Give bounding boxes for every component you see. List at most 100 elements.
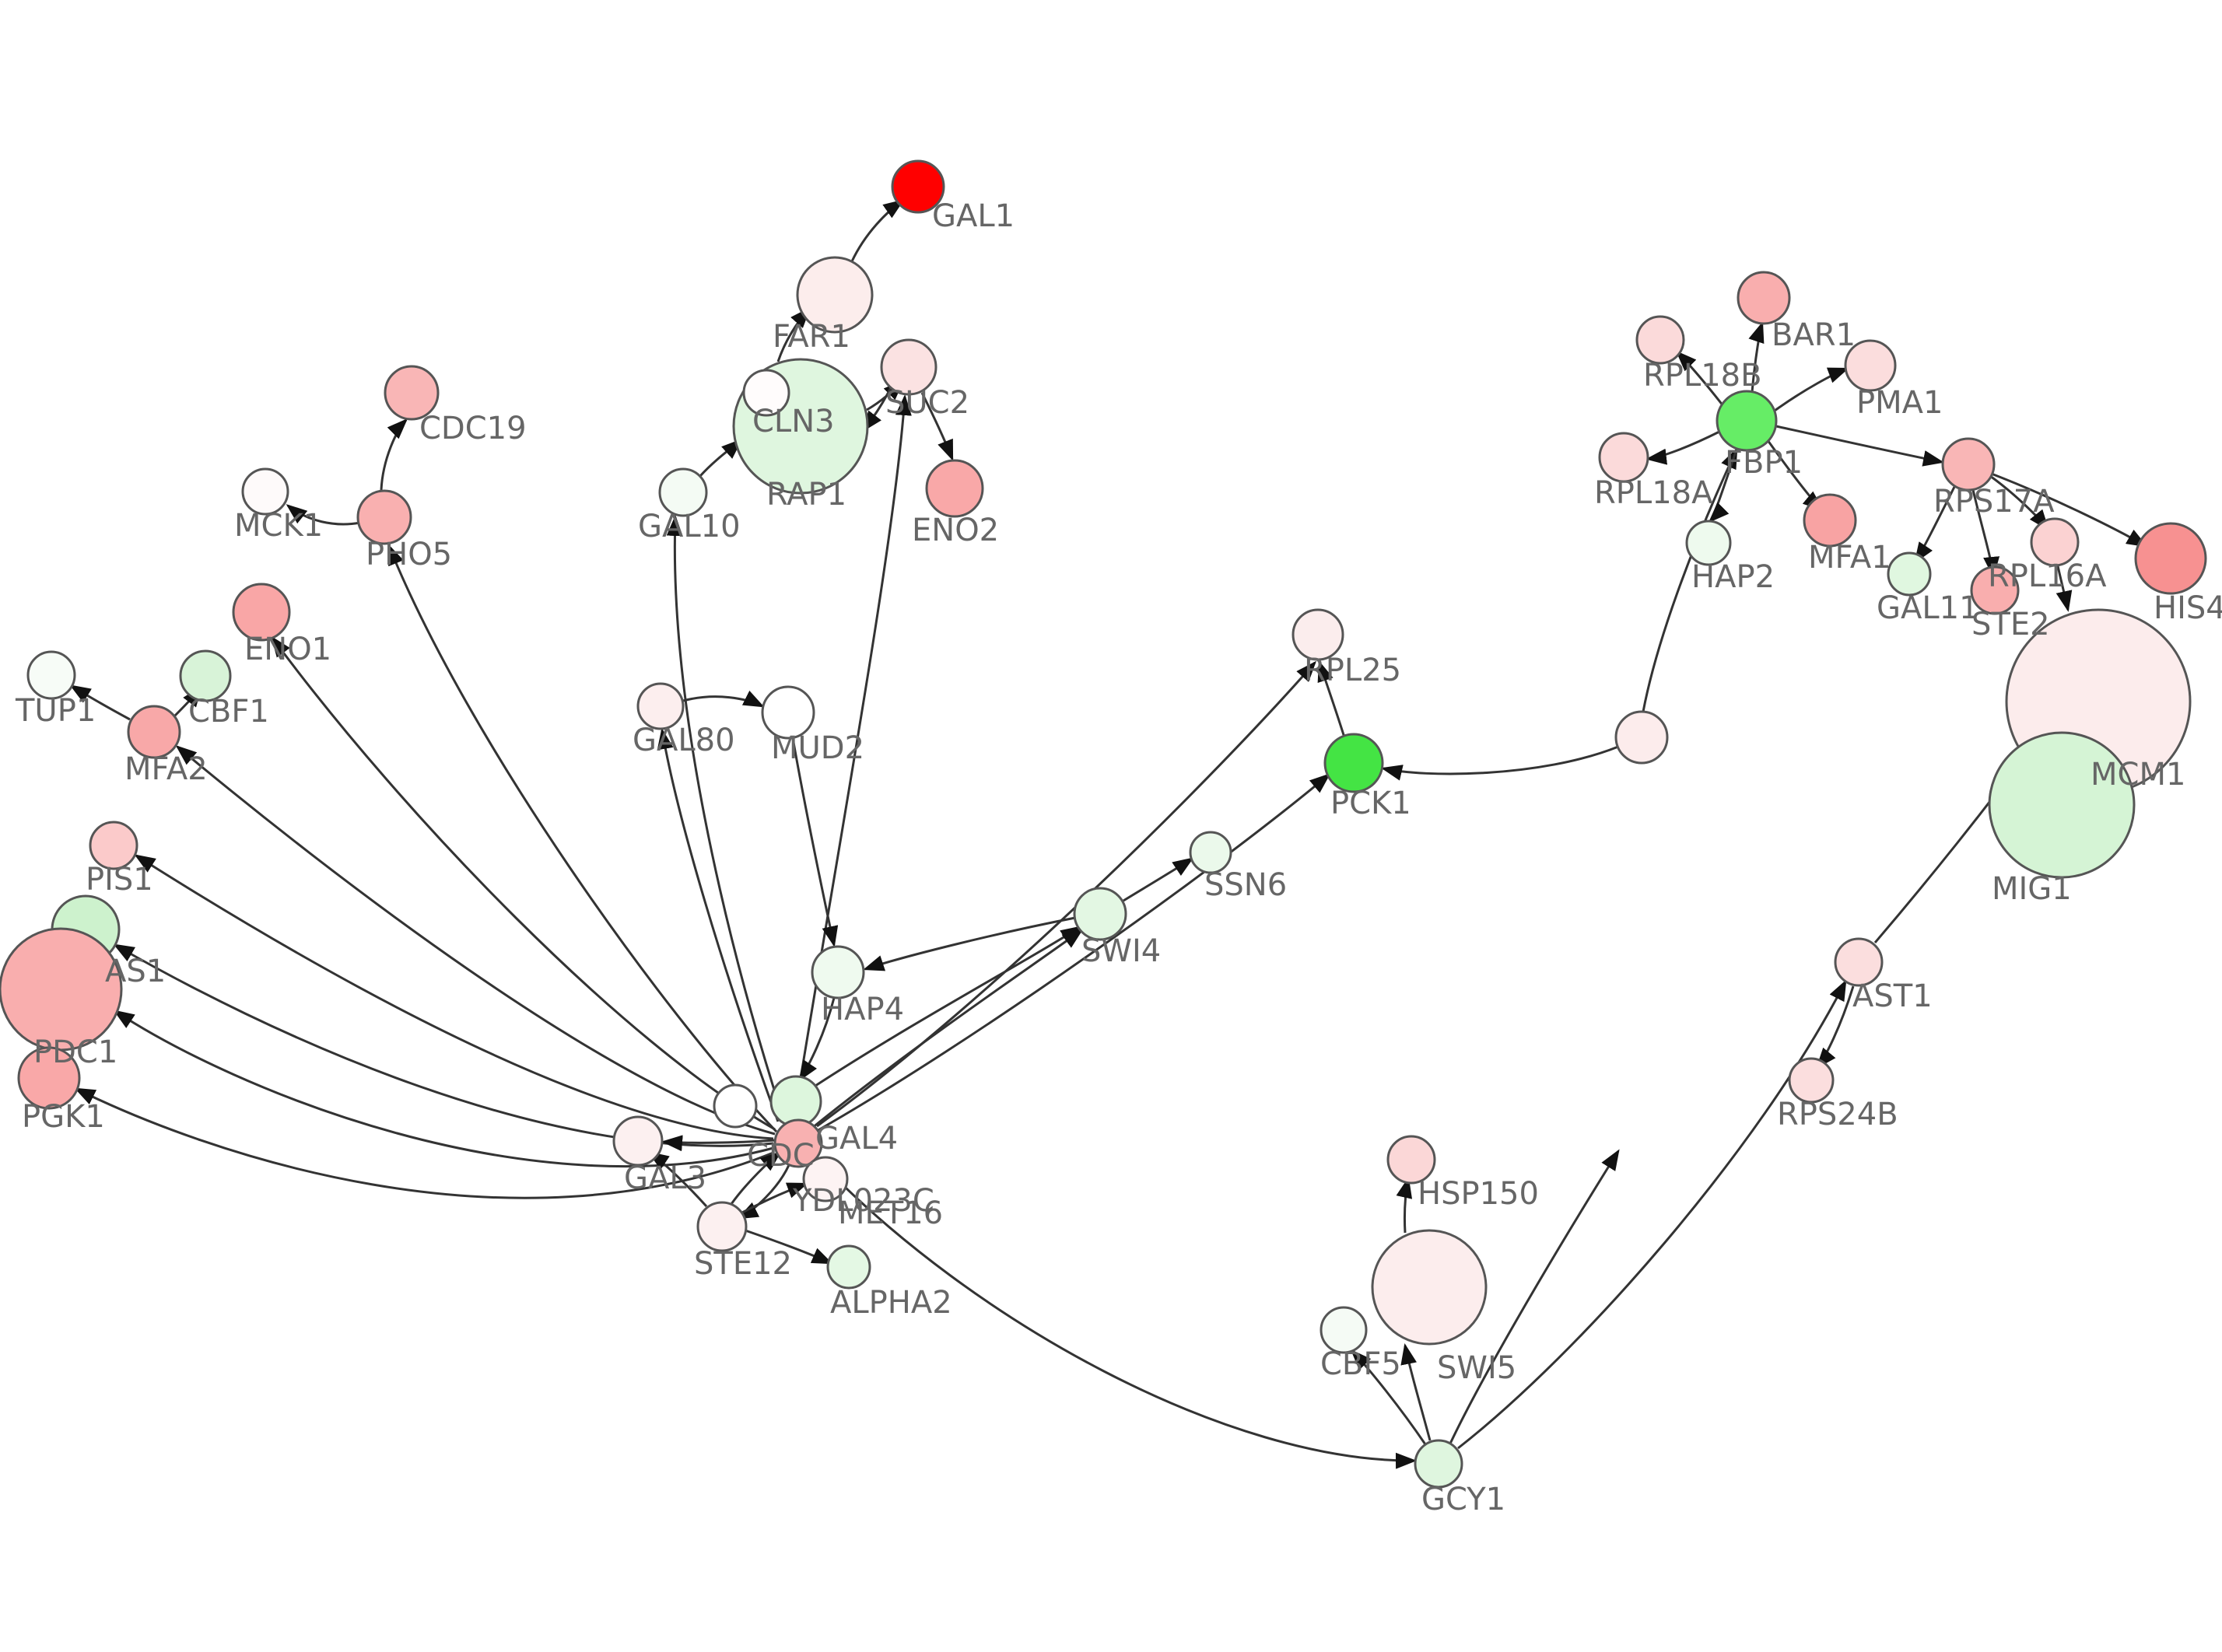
node-YDL023C[interactable] [802,1156,849,1202]
node-MFA1[interactable] [1803,493,1857,548]
node-PHO5[interactable] [356,489,412,545]
node-ALPHA2[interactable] [826,1244,871,1290]
node-CDC19[interactable] [384,365,440,421]
edge-GAL4-to-PIS1 [134,854,774,1140]
node-label-HIS4: HIS4 [2154,590,2222,626]
node-label-CDC: CDC [747,1138,815,1174]
node-label-PMA1: PMA1 [1856,385,1943,421]
edge-GAL4-to-PGK1 [74,1087,774,1199]
node-label-RPL16A: RPL16A [1988,558,2107,594]
node-label-STE2: STE2 [1971,607,2050,642]
node-NODE_B[interactable] [713,1083,758,1129]
node-label-MFA1: MFA1 [1808,540,1891,576]
node-PCK1[interactable] [1323,733,1384,793]
node-label-GAL3: GAL3 [624,1160,706,1196]
node-label-GAL10: GAL10 [638,509,741,544]
node-HAP4[interactable] [811,945,865,999]
edge-FBP1-to-RPL18B [1675,350,1725,407]
node-FAR1[interactable] [796,256,874,334]
node-SWI4[interactable] [1073,887,1127,941]
node-GAL11[interactable] [1887,551,1932,597]
node-label-CBF1: CBF1 [188,694,269,730]
node-label-AST1: AST1 [1852,978,1933,1014]
edge-FBP1-to-BAR1 [1748,321,1765,393]
edge-GCY1-to-NODE_D [1449,1149,1620,1444]
node-label-BAR1: BAR1 [1772,317,1856,353]
node-label-GAL4: GAL4 [815,1121,898,1157]
node-MUD2[interactable] [761,685,815,740]
node-MCK1[interactable] [241,467,289,516]
node-label-YDL023C: YDL023C [792,1183,934,1219]
node-SUC2[interactable] [880,338,938,396]
node-RPL16A[interactable] [2030,517,2080,567]
node-label-GAL11: GAL11 [1877,590,1979,626]
node-RPL18B[interactable] [1635,315,1685,365]
node-NODE_A[interactable] [769,1075,822,1128]
node-CBF1[interactable] [179,649,232,702]
node-HAP2[interactable] [1685,520,1732,566]
edge-NODE_C-to-FBP1 [1642,447,1738,712]
node-SSN6[interactable] [1189,831,1232,874]
node-GAL10[interactable] [658,467,708,517]
node-RPS24B[interactable] [1788,1057,1835,1104]
node-GAL3[interactable] [612,1115,664,1167]
node-SWI5[interactable] [1371,1229,1488,1346]
node-HSP150[interactable] [1386,1135,1436,1185]
node-MIG1[interactable] [1988,731,2136,879]
node-NODE_C[interactable] [1614,710,1669,765]
node-PIS1[interactable] [89,821,138,870]
node-RAP1[interactable] [742,369,790,417]
node-label-MFA2: MFA2 [124,751,208,787]
edge-RPS17A-to-HIS4 [1989,471,2148,548]
edge-PCK1-to-RPL25 [1317,660,1346,738]
node-label-PHO5: PHO5 [366,537,452,572]
node-STE2[interactable] [1970,565,2020,615]
node-label-HSP150: HSP150 [1418,1176,1539,1212]
edge-GAL4-to-GAL3 [661,1135,776,1152]
node-PMA1[interactable] [1844,339,1897,392]
edge-SWI5-to-HSP150 [1396,1177,1413,1234]
node-GAL4[interactable] [773,1118,823,1168]
edge-GAL4-to-ENO1 [271,635,776,1131]
node-STE12[interactable] [696,1201,748,1252]
node-label-PDC1: PDC1 [33,1034,117,1070]
edge-MUD2-to-HAP4 [791,737,839,947]
node-RPL18A[interactable] [1598,432,1649,483]
node-label-MET16: MET16 [838,1195,943,1231]
node-label-PGK1: PGK1 [22,1099,105,1135]
edge-GAL4-to-SWI4 [811,929,1084,1129]
node-ENO1[interactable] [232,583,291,642]
edge-GAL80-to-MUD2 [682,690,765,708]
node-label-FAR1: FAR1 [773,319,850,355]
edge-GAL4-to-GCY1 [815,1157,1417,1469]
edge-RPL16A-to-MCM1 [2056,565,2073,612]
node-label-HAP4: HAP4 [821,992,904,1027]
node-RPL25[interactable] [1291,608,1344,661]
edge-GAL4-to-PHO5 [387,544,778,1133]
node-RPS17A[interactable] [1941,437,1996,492]
node-label-SWI5: SWI5 [1437,1350,1516,1386]
node-GAL80[interactable] [636,682,685,730]
labels-layer: GAL1 FAR1 CLN3 RAP1 SUC2 ENO2 CDC19 MCK1 PHO5 GAL… [15,198,2222,1517]
node-label-GAL80: GAL80 [633,723,735,758]
edge-SWI4-to-SSN6 [1123,857,1194,902]
node-CBF5[interactable] [1320,1306,1368,1354]
node-BAR1[interactable] [1737,271,1791,325]
node-TUP1[interactable] [26,650,76,700]
node-PGK1[interactable] [17,1046,81,1110]
node-label-GAS1: AS1 [105,954,166,989]
node-AST1[interactable] [1834,937,1884,987]
edge-STE12-to-GAL4 [730,1151,782,1205]
node-HIS4[interactable] [2134,522,2207,595]
edge-GAL4-to-SUC2 [792,394,912,1122]
node-ENO2[interactable] [925,459,984,518]
node-GCY1[interactable] [1414,1439,1463,1489]
node-label-ENO2: ENO2 [912,513,999,548]
node-FBP1[interactable] [1716,390,1778,452]
edge-FAR1-to-GAL1 [850,199,905,262]
node-GAL1[interactable] [891,159,945,214]
node-label-SUC2: SUC2 [885,385,969,421]
node-MFA2[interactable] [127,705,181,759]
edge-FBP1-to-HAP2 [1708,449,1738,523]
node-PDC1[interactable] [0,927,123,1052]
